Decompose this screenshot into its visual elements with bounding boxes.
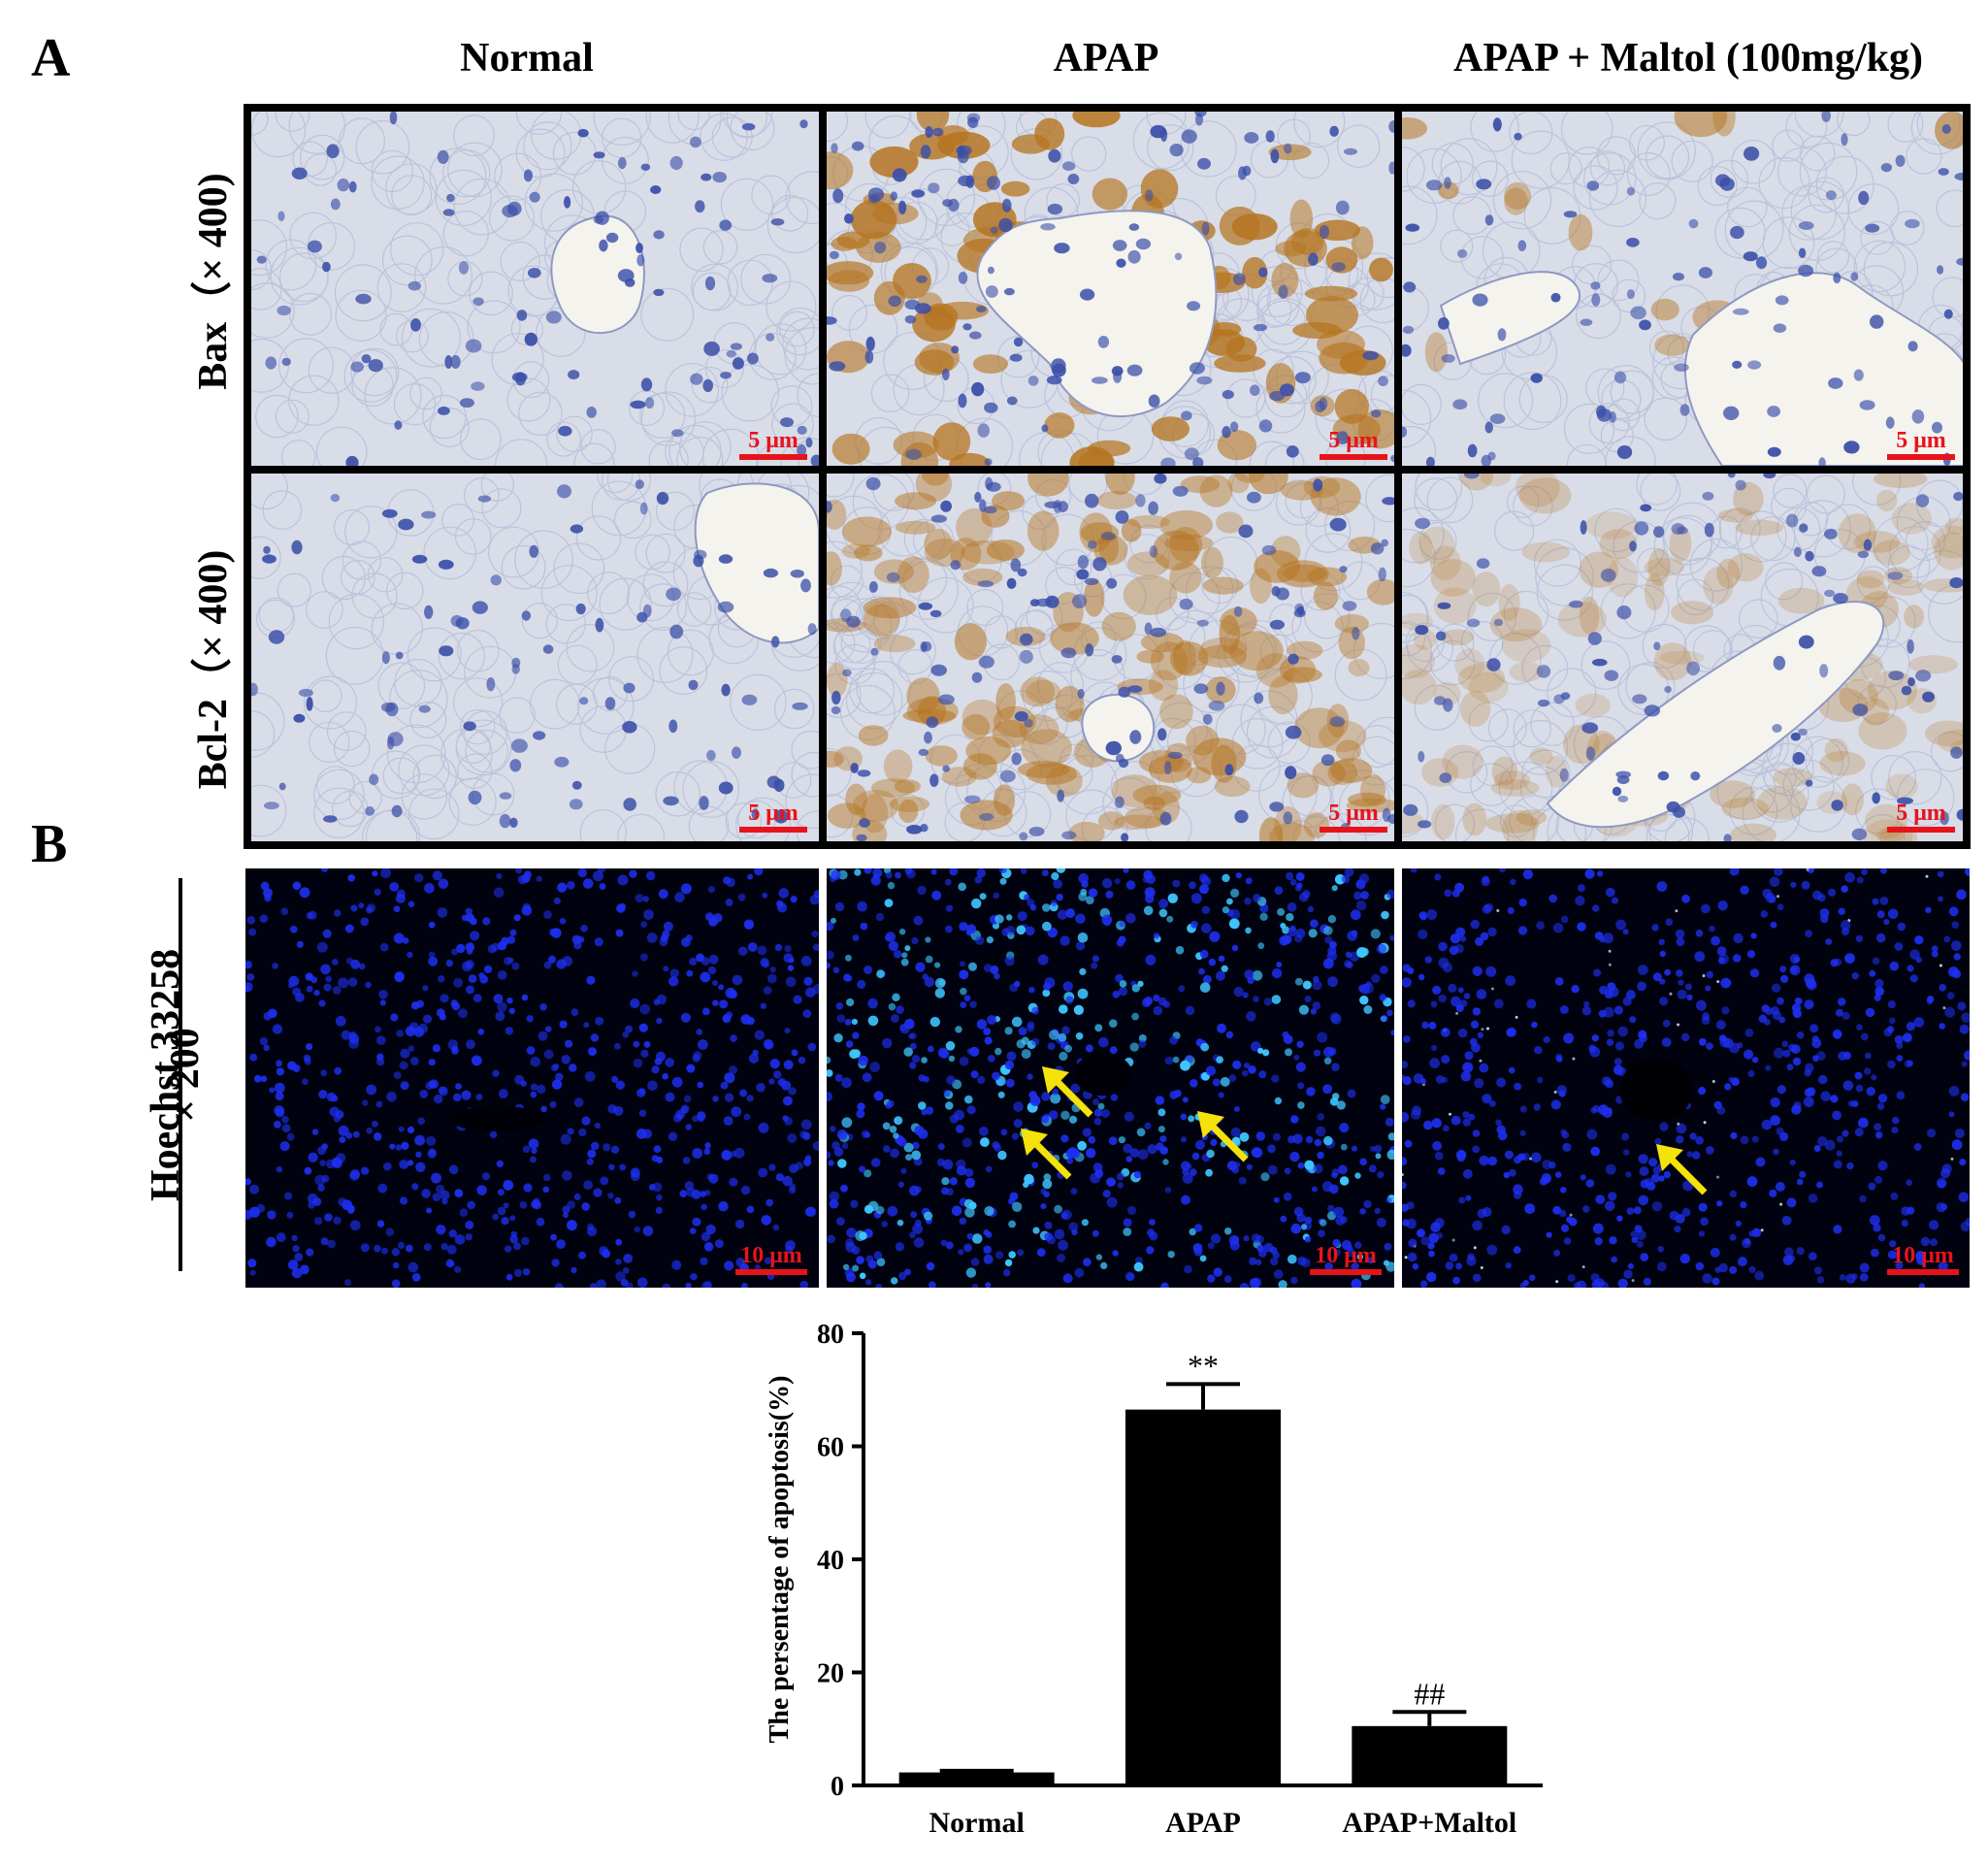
hoechst-image-maltol: [1402, 868, 1970, 1288]
fluorescence-texture: [245, 868, 819, 1288]
significance-mark: ##: [1414, 1676, 1445, 1711]
y-tick-label: 60: [817, 1433, 844, 1463]
category-label: APAP: [1165, 1807, 1241, 1839]
column-header-normal: Normal: [460, 36, 594, 81]
hoechst-image-normal: [245, 868, 819, 1288]
scale-bar-label: 5 μm: [1896, 801, 1946, 826]
category-label: APAP+Maltol: [1342, 1807, 1516, 1839]
micrograph-texture: [827, 474, 1394, 841]
apoptosis-chart-svg: 0 20 40 60 80 The persentage of apoptosis(%) N…: [765, 1320, 1543, 1839]
y-tick-label: 0: [831, 1772, 844, 1802]
scale-bar-label: 5 μm: [1896, 428, 1946, 453]
scale-bar-bax-apap: 5 μm: [1320, 429, 1387, 460]
scale-bar-bcl2-normal: 5 μm: [739, 802, 807, 833]
micrograph-texture: [827, 112, 1394, 466]
yellow-arrow-icon: [1656, 1144, 1708, 1195]
ihc-image-bax-maltol: [1402, 112, 1963, 466]
scale-bar-label: 5 μm: [1328, 428, 1379, 453]
scale-bar-label: 10 μm: [1315, 1243, 1377, 1268]
y-tick-label: 20: [817, 1659, 844, 1689]
scale-bar-hoechst-maltol: 10 μm: [1887, 1244, 1959, 1275]
yellow-arrow-icon: [1197, 1111, 1249, 1162]
micrograph-texture: [251, 112, 819, 466]
scale-bar-bcl2-apap: 5 μm: [1320, 802, 1387, 833]
scale-bar-bcl2-maltol: 5 μm: [1887, 802, 1955, 833]
bar: [1125, 1409, 1281, 1785]
panel-a-label: A: [31, 28, 71, 88]
panel-b-label: B: [31, 814, 68, 874]
y-tick-label: 80: [817, 1320, 844, 1350]
scale-bar-hoechst-apap: 10 μm: [1310, 1244, 1382, 1275]
ihc-image-bcl2-maltol: [1402, 474, 1963, 841]
row-label-bax: Bax（× 400): [191, 173, 236, 390]
scale-bar-label: 5 μm: [1328, 801, 1379, 826]
apoptosis-chart: 0 20 40 60 80 The persentage of apoptosis(%) N…: [747, 1310, 1572, 1853]
y-axis-label: The persentage of apoptosis(%): [765, 1376, 795, 1744]
yellow-arrow-icon: [1021, 1129, 1072, 1180]
ihc-image-bcl2-apap: [827, 474, 1394, 841]
hoechst-label-group: Hoechst 33258 × 200: [116, 878, 223, 1276]
micrograph-texture: [1402, 112, 1963, 466]
scale-bar-hoechst-normal: 10 μm: [735, 1244, 807, 1275]
hoechst-label-divider: [179, 878, 182, 1271]
scale-bar-label: 5 μm: [748, 801, 798, 826]
scale-bar-label: 10 μm: [740, 1243, 802, 1268]
y-tick-label: 40: [817, 1546, 844, 1576]
column-header-apap: APAP: [1053, 36, 1159, 81]
scale-bar-label: 5 μm: [748, 428, 798, 453]
hoechst-image-apap: [827, 868, 1394, 1288]
row-label-bcl2: Bcl-2（× 400): [191, 549, 236, 790]
category-label: Normal: [929, 1807, 1025, 1839]
ihc-image-bax-apap: [827, 112, 1394, 466]
ihc-image-bax-normal: [251, 112, 819, 466]
column-header-apap-maltol: APAP + Maltol (100mg/kg): [1453, 36, 1923, 81]
micrograph-texture: [251, 474, 819, 841]
hoechst-label-bottom: × 200: [163, 1028, 208, 1123]
bar: [898, 1772, 1055, 1785]
bar: [1352, 1725, 1508, 1785]
fluorescence-texture: [1402, 868, 1970, 1288]
significance-mark: **: [1188, 1348, 1219, 1383]
scale-bar-bax-maltol: 5 μm: [1887, 429, 1955, 460]
ihc-image-bcl2-normal: [251, 474, 819, 841]
yellow-arrow-icon: [1042, 1066, 1093, 1118]
scale-bar-bax-normal: 5 μm: [739, 429, 807, 460]
scale-bar-label: 10 μm: [1892, 1243, 1954, 1268]
fluorescence-texture: [827, 868, 1394, 1288]
micrograph-texture: [1402, 474, 1963, 841]
